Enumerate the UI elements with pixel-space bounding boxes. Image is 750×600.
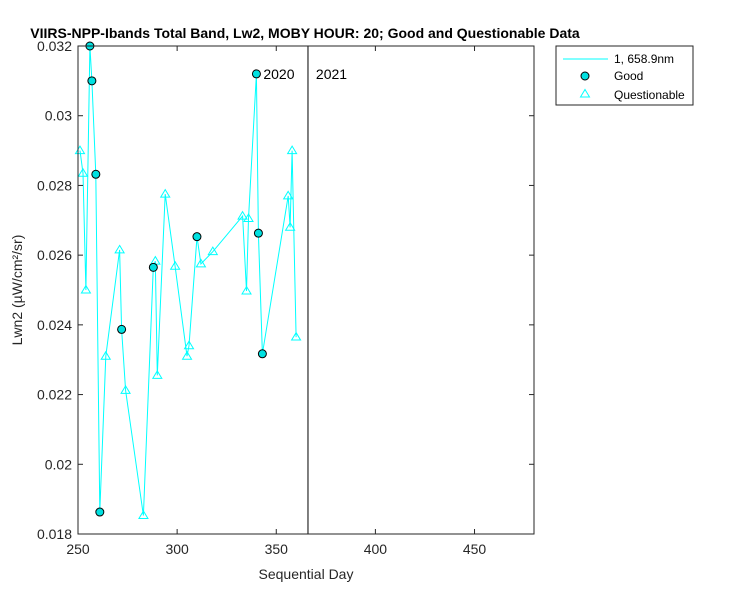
y-tick-label: 0.032: [37, 38, 72, 54]
questionable-point: [290, 331, 302, 341]
data-marks: [74, 41, 309, 534]
questionable-point: [100, 350, 112, 360]
x-tick-label: 450: [463, 541, 487, 557]
year-annotation: 2020: [263, 66, 294, 82]
good-point: [192, 232, 202, 242]
questionable-point: [114, 244, 126, 254]
good-point: [87, 76, 97, 86]
y-axis-label: Lwn2 (µW/cm²/sr): [9, 235, 25, 346]
y-tick-label: 0.03: [45, 108, 72, 124]
y-tick-label: 0.02: [45, 456, 72, 472]
good-point: [257, 349, 267, 359]
questionable-point: [286, 145, 298, 155]
good-point: [148, 262, 158, 272]
legend-good-swatch: [580, 71, 590, 81]
y-axis-ticks: 0.018 0.02 0.022 0.024 0.026 0.028 0.03 0.032: [37, 38, 534, 542]
legend-box: [555, 45, 694, 106]
questionable-point: [282, 190, 294, 200]
plot-area: [78, 46, 534, 534]
questionable-point: [120, 384, 131, 394]
questionable-point: [241, 285, 252, 295]
annotations: 2020 2021: [263, 66, 347, 82]
good-point: [117, 324, 127, 334]
questionable-point: [138, 510, 149, 520]
y-tick-label: 0.026: [37, 247, 72, 263]
legend-label-series: 1, 658.9nm: [614, 52, 674, 66]
questionable-point: [169, 260, 181, 270]
x-tick-label: 400: [364, 541, 388, 557]
legend-questionable-swatch: [579, 88, 591, 98]
legend: 1, 658.9nm Good Questionable: [555, 45, 694, 106]
questionable-point: [80, 284, 92, 294]
questionable-point: [181, 350, 193, 360]
chart-title: VIIRS-NPP-Ibands Total Band, Lw2, MOBY H…: [30, 25, 580, 41]
x-tick-label: 250: [66, 541, 90, 557]
questionable-point: [237, 210, 248, 220]
questionable-point: [77, 167, 89, 177]
y-tick-label: 0.018: [37, 526, 72, 542]
questionable-point: [207, 246, 219, 256]
x-axis-label: Sequential Day: [259, 566, 354, 582]
year-annotation: 2021: [316, 66, 347, 82]
questionable-point: [243, 213, 254, 223]
questionable-point: [195, 258, 207, 268]
legend-label-questionable: Questionable: [614, 88, 685, 102]
good-point: [91, 169, 101, 179]
y-tick-label: 0.024: [37, 317, 72, 333]
questionable-point: [183, 340, 195, 350]
y-tick-label: 0.028: [37, 177, 72, 193]
x-tick-label: 350: [265, 541, 289, 557]
legend-label-good: Good: [614, 69, 643, 83]
questionable-point: [151, 369, 163, 379]
good-point: [253, 228, 263, 238]
plot-frame: [77, 45, 535, 535]
good-point: [251, 69, 261, 79]
series-line-658nm: [79, 45, 297, 516]
y-tick-label: 0.022: [37, 387, 72, 403]
x-tick-label: 300: [165, 541, 189, 557]
questionable-point: [284, 221, 296, 231]
questionable-point: [159, 188, 171, 198]
good-point: [95, 507, 105, 517]
x-axis-ticks: 250 300 350 400 450: [66, 46, 486, 557]
